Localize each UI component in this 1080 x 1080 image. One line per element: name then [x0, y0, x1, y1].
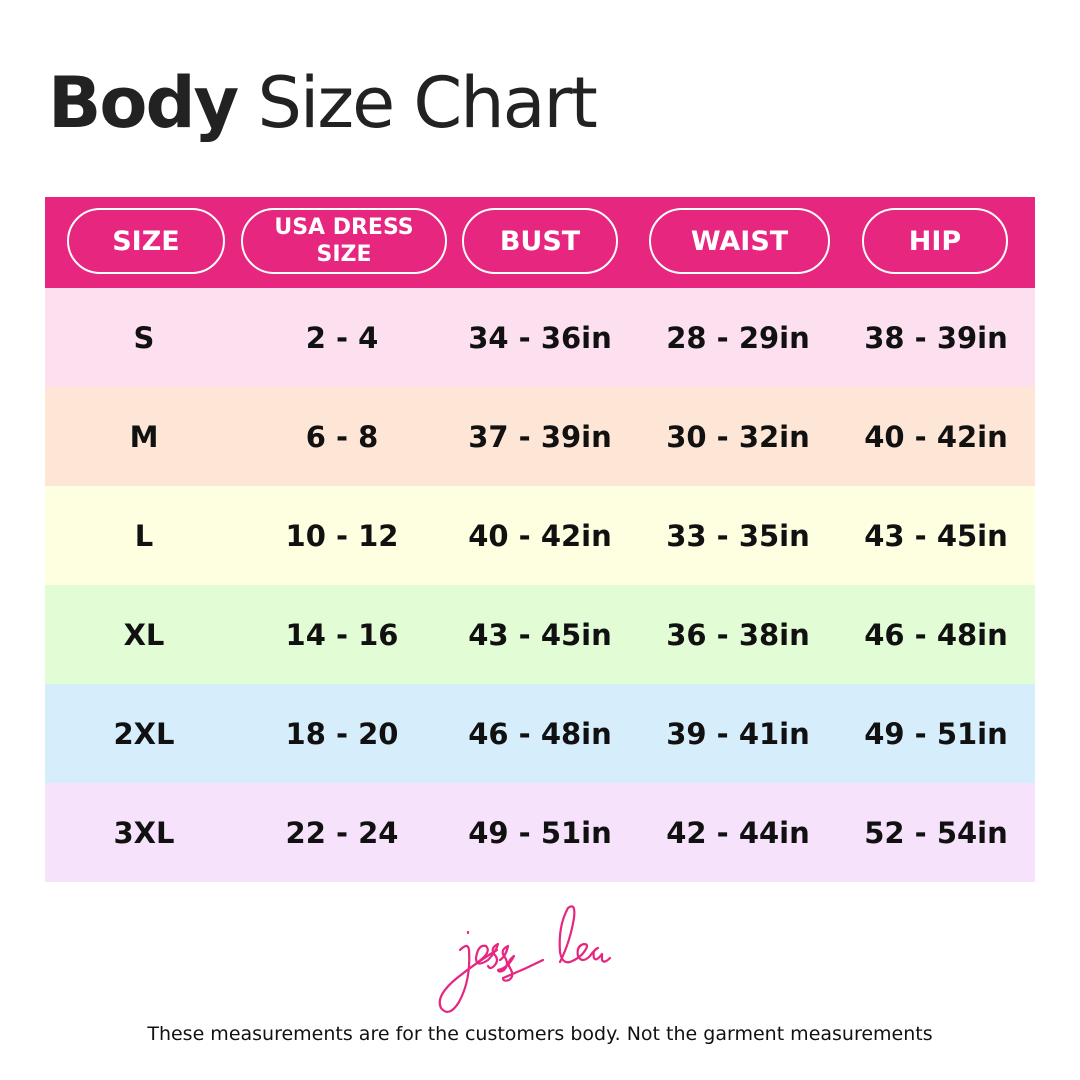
cell-usa-dress-size: 2 - 4	[305, 320, 379, 355]
column-header-size: SIZE	[67, 208, 225, 274]
column-header-usa-dress-size: USA DRESS SIZE	[241, 208, 447, 274]
column-header-hip: HIP	[862, 208, 1008, 274]
cell-hip: 52 - 54in	[864, 815, 1008, 850]
cell-bust: 34 - 36in	[468, 320, 612, 355]
cell-waist: 39 - 41in	[666, 716, 810, 751]
cell-waist: 36 - 38in	[666, 617, 810, 652]
cell-size: XL	[123, 617, 165, 652]
cell-usa-dress-size: 6 - 8	[305, 419, 379, 454]
cell-usa-dress-size: 22 - 24	[285, 815, 399, 850]
cell-size: S	[133, 320, 155, 355]
footer-note: These measurements are for the customers…	[147, 1023, 933, 1045]
cell-waist: 42 - 44in	[666, 815, 810, 850]
cell-bust: 46 - 48in	[468, 716, 612, 751]
cell-bust: 49 - 51in	[468, 815, 612, 850]
cell-waist: 28 - 29in	[666, 320, 810, 355]
cell-size: 3XL	[113, 815, 175, 850]
cell-usa-dress-size: 14 - 16	[285, 617, 399, 652]
cell-size: L	[134, 518, 154, 553]
title-rest: Size Chart	[257, 62, 597, 144]
cell-bust: 40 - 42in	[468, 518, 612, 553]
cell-waist: 30 - 32in	[666, 419, 810, 454]
cell-usa-dress-size: 18 - 20	[285, 716, 399, 751]
cell-size: M	[129, 419, 159, 454]
column-header-bust: BUST	[462, 208, 618, 274]
cell-size: 2XL	[113, 716, 175, 751]
table-row: XL 14 - 16 43 - 45in 36 - 38in 46 - 48in	[45, 585, 1035, 684]
title-bold: Body	[48, 62, 239, 144]
page-title: Body Size Chart	[48, 62, 598, 144]
cell-hip: 40 - 42in	[864, 419, 1008, 454]
cell-bust: 43 - 45in	[468, 617, 612, 652]
size-chart-table: SIZE USA DRESS SIZE BUST WAIST HIP S 2 - …	[45, 197, 1035, 882]
cell-hip: 46 - 48in	[864, 617, 1008, 652]
table-row: 2XL 18 - 20 46 - 48in 39 - 41in 49 - 51in	[45, 684, 1035, 783]
cell-waist: 33 - 35in	[666, 518, 810, 553]
cell-usa-dress-size: 10 - 12	[285, 518, 399, 553]
table-header: SIZE USA DRESS SIZE BUST WAIST HIP	[45, 197, 1035, 288]
table-row: 3XL 22 - 24 49 - 51in 42 - 44in 52 - 54in	[45, 783, 1035, 882]
table-row: L 10 - 12 40 - 42in 33 - 35in 43 - 45in	[45, 486, 1035, 585]
table-row: S 2 - 4 34 - 36in 28 - 29in 38 - 39in	[45, 288, 1035, 387]
table-row: M 6 - 8 37 - 39in 30 - 32in 40 - 42in	[45, 387, 1035, 486]
jess-lea-logo	[438, 905, 612, 1013]
cell-hip: 38 - 39in	[864, 320, 1008, 355]
column-header-waist: WAIST	[649, 208, 830, 274]
cell-hip: 43 - 45in	[864, 518, 1008, 553]
cell-hip: 49 - 51in	[864, 716, 1008, 751]
cell-bust: 37 - 39in	[468, 419, 612, 454]
